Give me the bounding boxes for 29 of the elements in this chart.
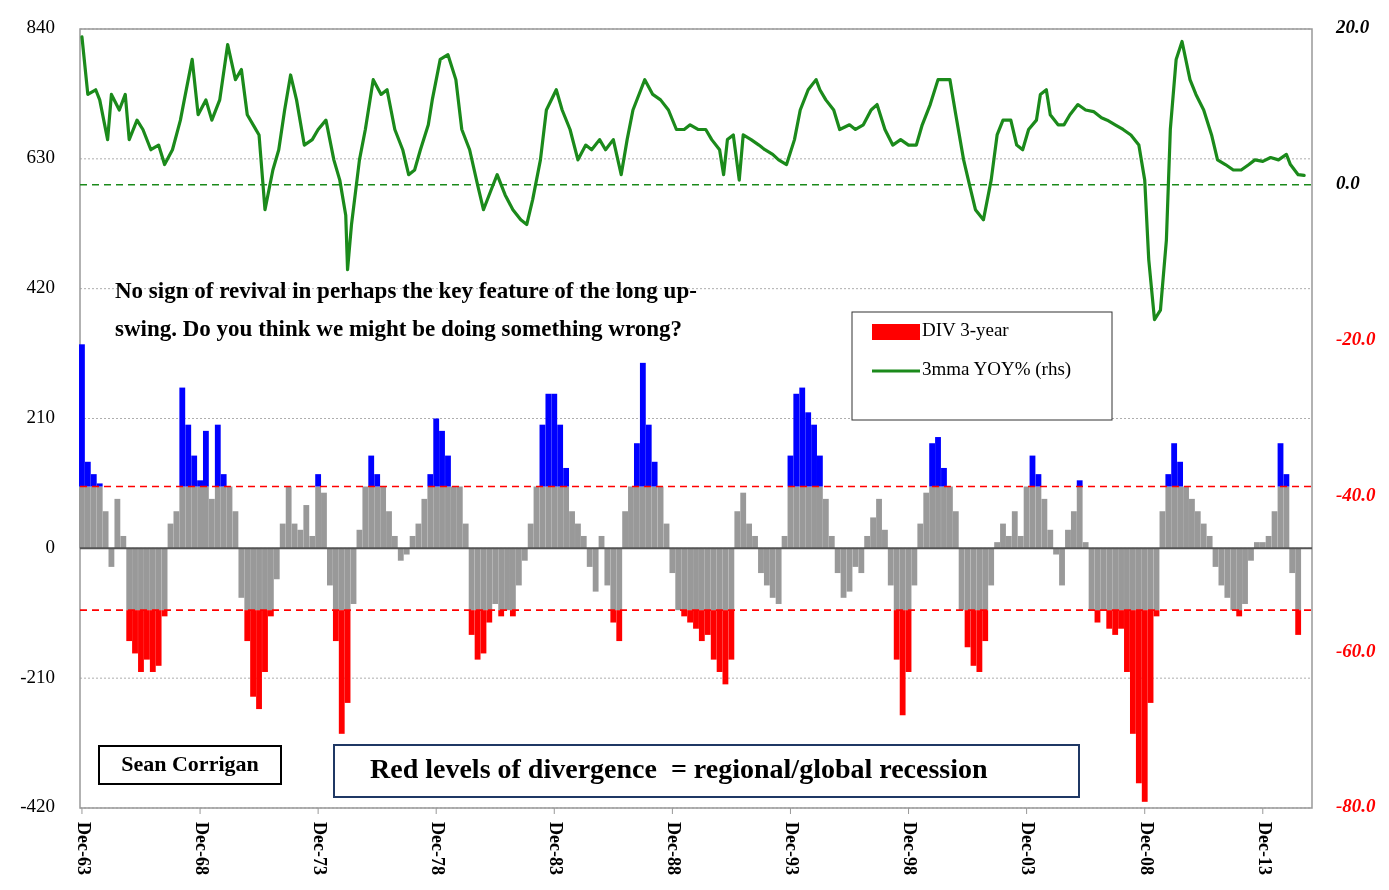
y-tick-label: 420 — [26, 276, 55, 298]
y-tick-label: 840 — [26, 16, 55, 38]
annotation: Red levels of divergence = regional/global recession — [370, 753, 989, 785]
annotation: Sean Corrigan — [121, 751, 259, 777]
x-tick-label: Dec-03 — [1018, 822, 1039, 875]
x-tick-label: Dec-08 — [1136, 822, 1157, 875]
y-tick-label: 630 — [26, 146, 55, 168]
y2-tick-label: 20.0 — [1335, 16, 1370, 38]
annotation: No sign of revival in perhaps the key feature of the long up-swing. Do you think we might be doing something wrong? — [115, 277, 698, 343]
y2-tick-label: -20.0 — [1336, 327, 1377, 349]
y2-tick-label: -60.0 — [1336, 639, 1377, 661]
x-tick-label: Dec-13 — [1254, 822, 1275, 875]
x-tick-label: Dec-73 — [310, 822, 331, 875]
x-tick-label: Dec-88 — [664, 822, 685, 875]
y-tick-label: -420 — [20, 795, 55, 817]
x-tick-label: Dec-68 — [191, 822, 212, 875]
x-tick-label: Dec-98 — [900, 822, 921, 875]
y-tick-label: 210 — [26, 405, 55, 427]
y2-tick-label: -40.0 — [1336, 483, 1377, 505]
y-tick-label: 0 — [45, 535, 55, 557]
x-tick-label: Dec-78 — [428, 822, 449, 875]
x-tick-label: Dec-83 — [546, 822, 567, 875]
legend-label: DIV 3-year — [922, 319, 1010, 341]
y-tick-label: -210 — [20, 665, 55, 687]
legend-label: 3mma YOY% (rhs) — [922, 358, 1072, 381]
x-tick-label: Dec-63 — [73, 822, 94, 875]
y2-tick-label: -80.0 — [1336, 795, 1377, 817]
x-tick-label: Dec-93 — [782, 822, 803, 875]
y2-tick-label: 0.0 — [1336, 172, 1361, 194]
